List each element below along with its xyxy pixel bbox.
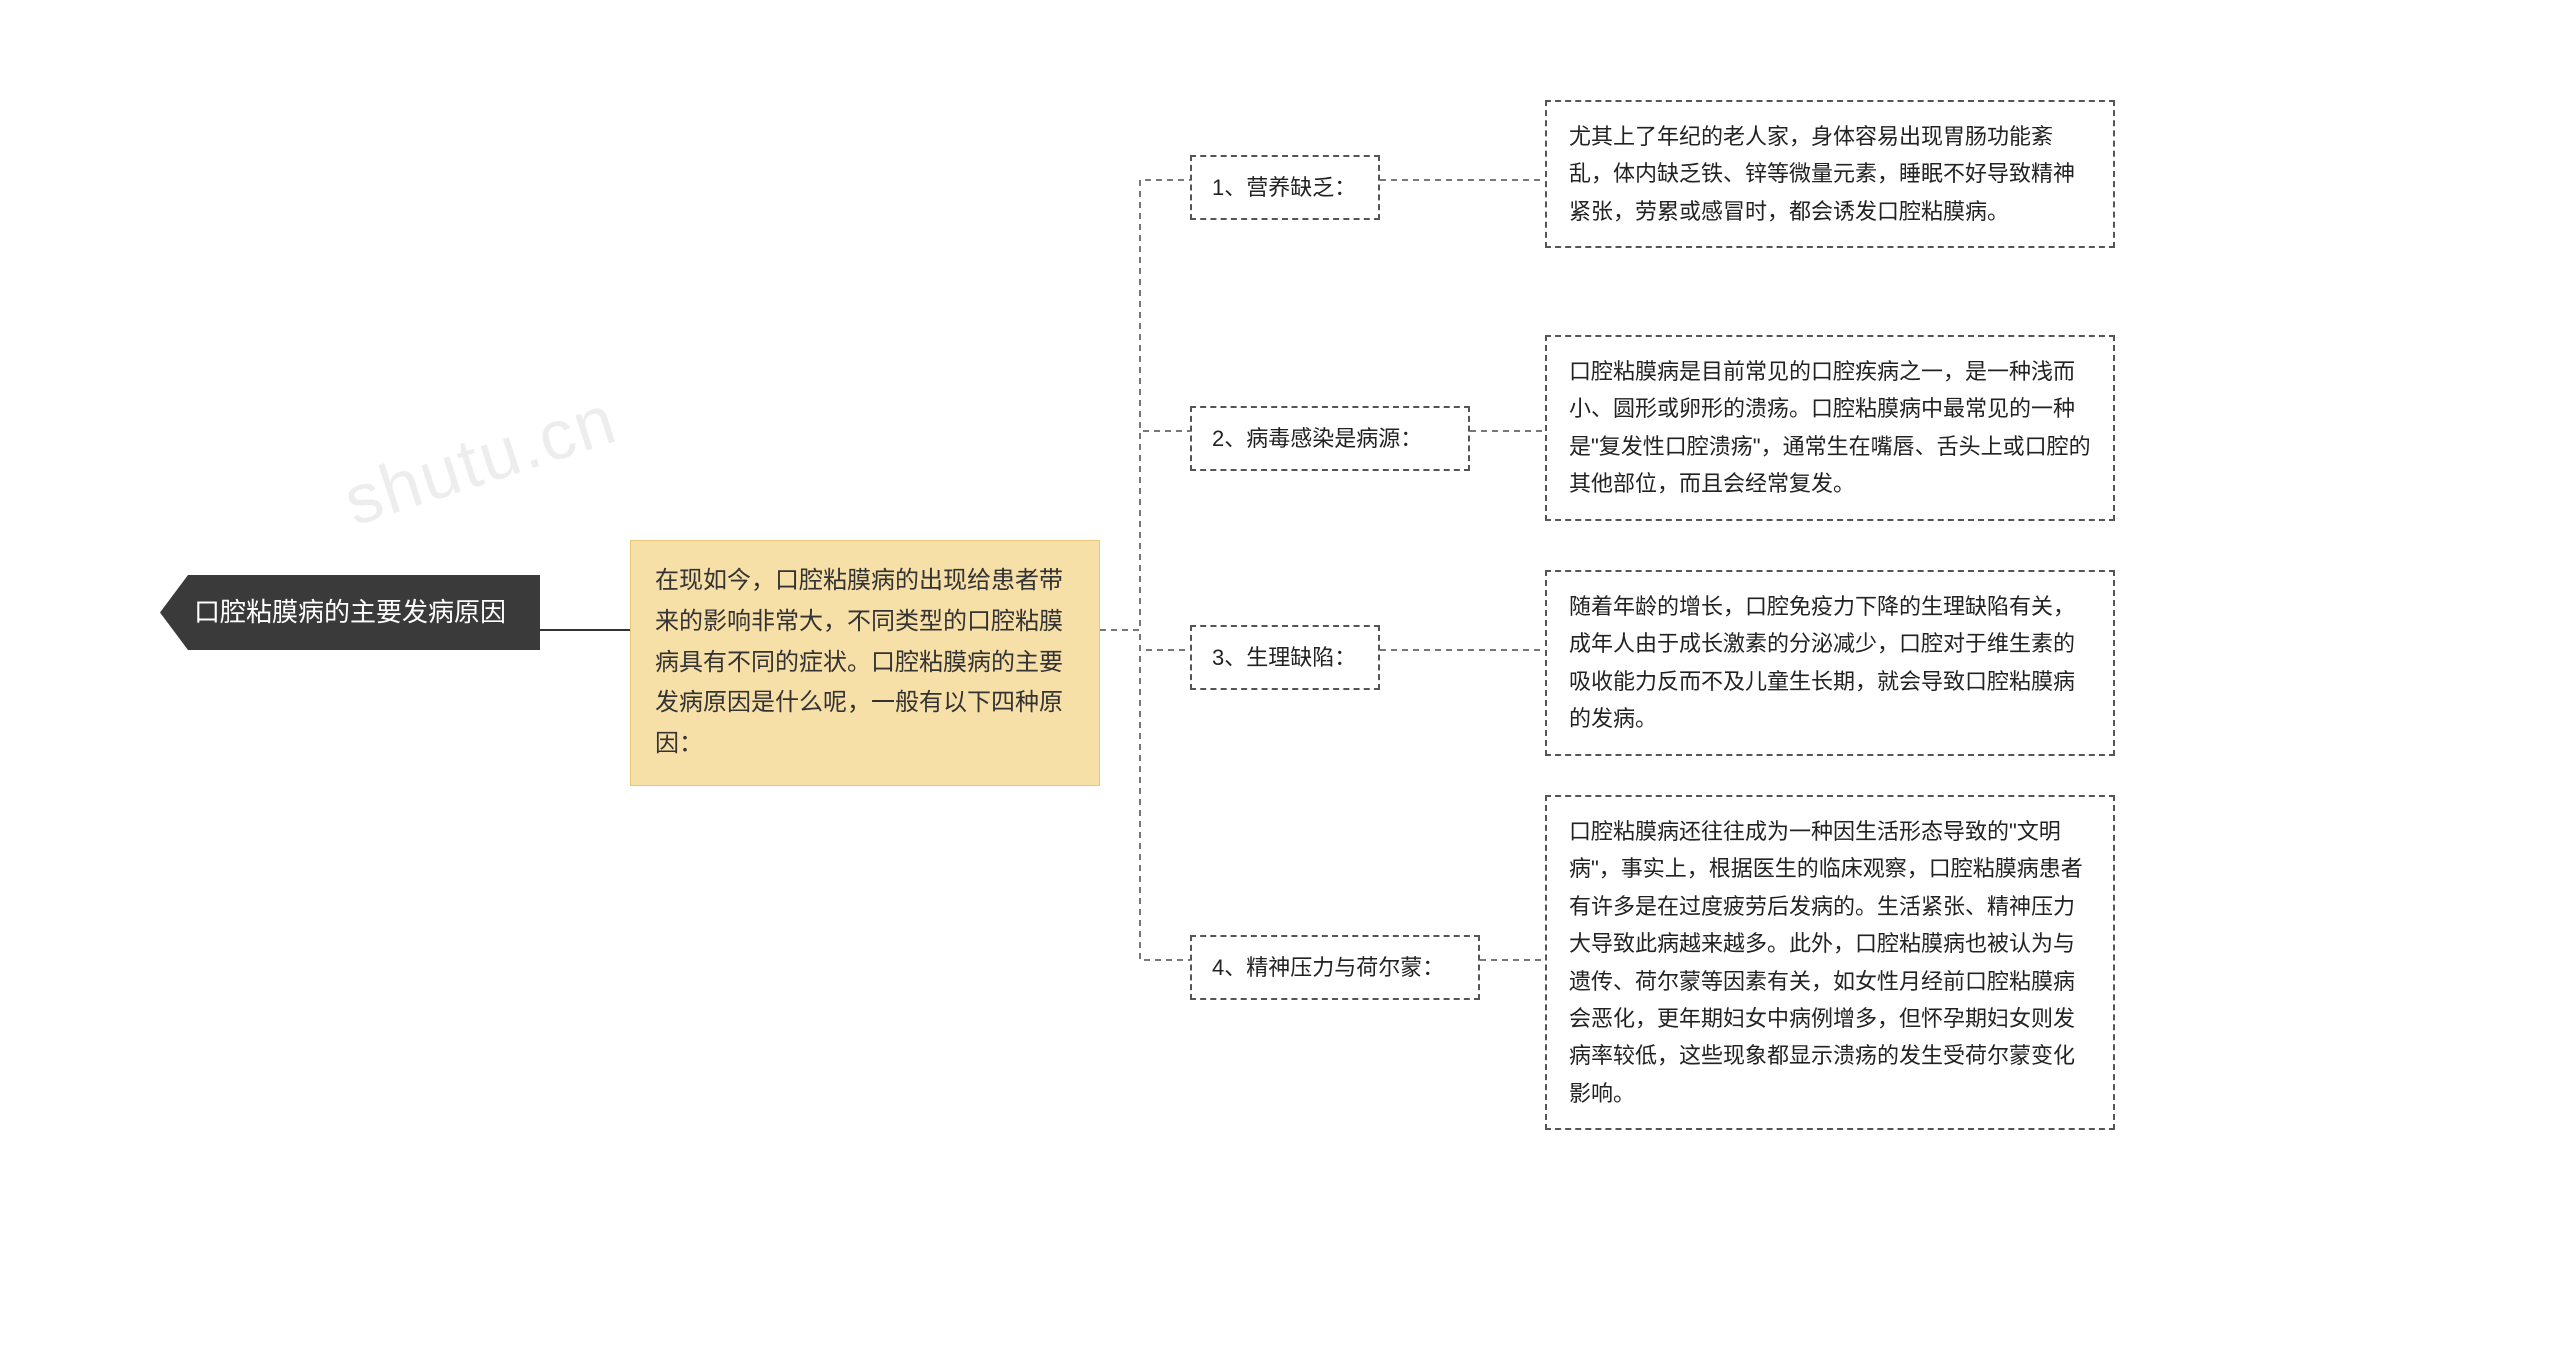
cause-label-3: 3、生理缺陷： bbox=[1190, 625, 1380, 690]
cause-detail-text: 随着年龄的增长，口腔免疫力下降的生理缺陷有关，成年人由于成长激素的分泌减少，口腔… bbox=[1569, 594, 2075, 731]
cause-detail-1: 尤其上了年纪的老人家，身体容易出现胃肠功能紊乱，体内缺乏铁、锌等微量元素，睡眠不… bbox=[1545, 100, 2115, 248]
cause-label-2: 2、病毒感染是病源： bbox=[1190, 406, 1470, 471]
cause-label-1: 1、营养缺乏： bbox=[1190, 155, 1380, 220]
root-node: 口腔粘膜病的主要发病原因 bbox=[160, 575, 540, 650]
cause-detail-text: 口腔粘膜病还往往成为一种因生活形态导致的"文明病"，事实上，根据医生的临床观察，… bbox=[1569, 819, 2083, 1106]
cause-detail-3: 随着年龄的增长，口腔免疫力下降的生理缺陷有关，成年人由于成长激素的分泌减少，口腔… bbox=[1545, 570, 2115, 756]
intro-node: 在现如今，口腔粘膜病的出现给患者带来的影响非常大，不同类型的口腔粘膜病具有不同的… bbox=[630, 540, 1100, 786]
intro-text: 在现如今，口腔粘膜病的出现给患者带来的影响非常大，不同类型的口腔粘膜病具有不同的… bbox=[655, 567, 1063, 757]
cause-label-text: 3、生理缺陷： bbox=[1212, 645, 1356, 670]
cause-label-text: 4、精神压力与荷尔蒙： bbox=[1212, 955, 1444, 980]
cause-label-4: 4、精神压力与荷尔蒙： bbox=[1190, 935, 1480, 1000]
cause-detail-text: 尤其上了年纪的老人家，身体容易出现胃肠功能紊乱，体内缺乏铁、锌等微量元素，睡眠不… bbox=[1569, 124, 2075, 224]
cause-detail-4: 口腔粘膜病还往往成为一种因生活形态导致的"文明病"，事实上，根据医生的临床观察，… bbox=[1545, 795, 2115, 1130]
cause-detail-2: 口腔粘膜病是目前常见的口腔疾病之一，是一种浅而小、圆形或卵形的溃疡。口腔粘膜病中… bbox=[1545, 335, 2115, 521]
cause-detail-text: 口腔粘膜病是目前常见的口腔疾病之一，是一种浅而小、圆形或卵形的溃疡。口腔粘膜病中… bbox=[1569, 359, 2091, 496]
cause-label-text: 2、病毒感染是病源： bbox=[1212, 426, 1422, 451]
cause-label-text: 1、营养缺乏： bbox=[1212, 175, 1356, 200]
watermark: shutu.cn bbox=[335, 379, 627, 542]
root-title: 口腔粘膜病的主要发病原因 bbox=[194, 597, 506, 627]
